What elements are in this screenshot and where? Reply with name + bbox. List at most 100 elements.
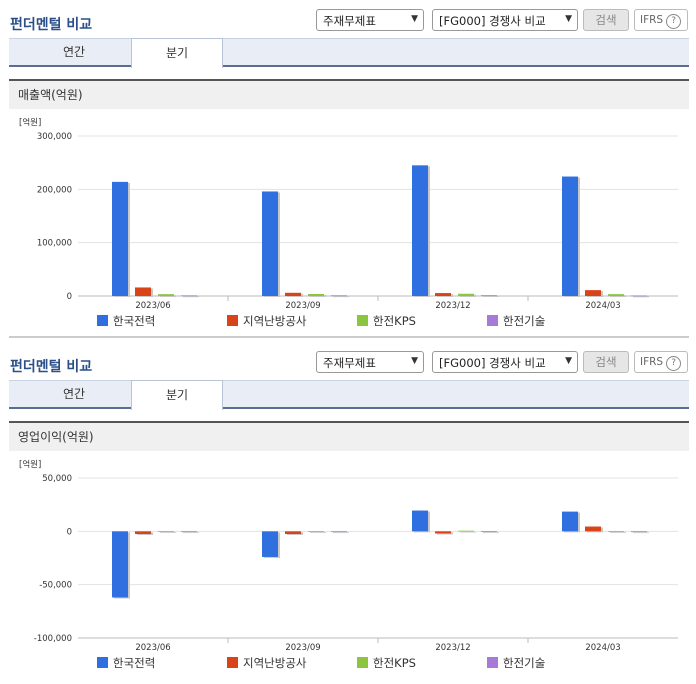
bar[interactable]: [285, 531, 301, 534]
tab-annual[interactable]: 연간: [62, 387, 86, 401]
statement-select-value: 주재무제표: [323, 356, 376, 370]
statement-select[interactable]: 주재무제표 ▼: [316, 9, 424, 31]
bar[interactable]: [631, 295, 647, 297]
tab-quarterly[interactable]: 분기: [131, 38, 223, 68]
legend-swatch: [97, 657, 108, 668]
tab-quarterly[interactable]: 분기: [131, 380, 223, 410]
bar-shadow: [610, 295, 626, 297]
bar[interactable]: [631, 531, 647, 533]
ifrs-button[interactable]: IFRS?: [634, 9, 688, 31]
bar-shadow: [333, 296, 349, 298]
revenue-bar-chart: [억원] 0 100,000 200,000 300,000 2023/06 2023/09…: [19, 117, 678, 311]
bar-shadow: [610, 532, 626, 533]
x-tick-label: 2023/09: [285, 301, 320, 311]
bar-shadow: [460, 531, 476, 533]
legend-item: 한국전력: [97, 313, 155, 329]
bar[interactable]: [112, 531, 128, 598]
bar[interactable]: [608, 294, 624, 296]
bar[interactable]: [308, 531, 324, 532]
x-tick-label: 2023/06: [135, 301, 170, 311]
bar[interactable]: [435, 293, 451, 296]
statement-select-value: 주재무제표: [323, 14, 376, 28]
y-tick-label: 50,000: [42, 474, 72, 484]
y-unit-label: [억원]: [19, 459, 41, 470]
bar[interactable]: [262, 191, 278, 296]
bar[interactable]: [458, 293, 474, 296]
chart-heading: 영업이익(억원): [9, 421, 689, 451]
bar-shadow: [633, 532, 649, 534]
legend-item: 지역난방공사: [227, 313, 306, 329]
compare-select-value: [FG000] 경쟁사 비교: [439, 356, 546, 370]
bar[interactable]: [412, 165, 428, 296]
chevron-down-icon: ▼: [411, 356, 418, 366]
bar-shadow: [183, 296, 199, 298]
x-tick-label: 2023/12: [435, 643, 470, 653]
fundamental-section-operating-income: 펀더멘털 비교 주재무제표 ▼ [FG000] 경쟁사 비교 ▼ 검색 IFRS…: [0, 342, 696, 684]
search-button[interactable]: 검색: [583, 9, 629, 31]
help-icon[interactable]: ?: [666, 14, 682, 29]
legend-label: 한전KPS: [373, 314, 416, 328]
compare-select[interactable]: [FG000] 경쟁사 비교 ▼: [432, 351, 578, 373]
legend-item: 한전기술: [487, 313, 545, 329]
bar-shadow: [183, 532, 199, 534]
bar[interactable]: [481, 531, 497, 533]
bar[interactable]: [562, 176, 578, 296]
legend-item: 한전기술: [487, 655, 545, 671]
help-icon[interactable]: ?: [666, 356, 682, 371]
y-tick-label: -50,000: [39, 581, 72, 591]
legend-label: 한전기술: [503, 314, 546, 328]
bar[interactable]: [285, 292, 301, 296]
tab-annual[interactable]: 연간: [62, 45, 86, 59]
legend-swatch: [487, 657, 498, 668]
legend-label: 한전KPS: [373, 656, 416, 670]
legend-label: 한국전력: [113, 656, 156, 670]
chevron-down-icon: ▼: [411, 14, 418, 24]
compare-select-value: [FG000] 경쟁사 비교: [439, 14, 546, 28]
ifrs-button[interactable]: IFRS?: [634, 351, 688, 373]
compare-select[interactable]: [FG000] 경쟁사 비교 ▼: [432, 9, 578, 31]
chart-heading: 매출액(억원): [9, 79, 689, 109]
statement-select[interactable]: 주재무제표 ▼: [316, 351, 424, 373]
bar[interactable]: [158, 531, 174, 532]
bar[interactable]: [158, 294, 174, 296]
legend-label: 지역난방공사: [243, 656, 307, 670]
period-tabs: 연간 분기: [9, 38, 689, 68]
bar[interactable]: [608, 531, 624, 532]
chart-legend: 한국전력 지역난방공사 한전KPS 한전기술: [97, 313, 657, 329]
y-tick-label: 0: [67, 527, 72, 537]
legend-item: 한전KPS: [357, 655, 416, 671]
x-tick-label: 2024/03: [585, 643, 620, 653]
legend-label: 한전기술: [503, 656, 546, 670]
legend-item: 한국전력: [97, 655, 155, 671]
chevron-down-icon: ▼: [565, 14, 572, 24]
bar[interactable]: [458, 530, 474, 532]
search-button[interactable]: 검색: [583, 351, 629, 373]
y-tick-label: -100,000: [34, 634, 72, 644]
bar[interactable]: [135, 287, 151, 296]
bar[interactable]: [412, 510, 428, 532]
bar[interactable]: [481, 295, 497, 296]
bar[interactable]: [331, 295, 347, 297]
operating-income-bar-chart: [억원] -100,000 -50,000 0 50,000 2023/06 2023/09…: [19, 459, 678, 653]
bar[interactable]: [181, 531, 197, 533]
bar[interactable]: [262, 531, 278, 557]
legend-swatch: [227, 657, 238, 668]
bar[interactable]: [112, 181, 128, 296]
bar-shadow: [483, 532, 499, 534]
bar[interactable]: [135, 531, 151, 534]
section-divider: [9, 336, 689, 338]
legend-label: 지역난방공사: [243, 314, 307, 328]
bar[interactable]: [308, 293, 324, 296]
bar[interactable]: [181, 295, 197, 297]
bar[interactable]: [562, 511, 578, 532]
bar-shadow: [333, 532, 349, 534]
legend-swatch: [487, 315, 498, 326]
bar[interactable]: [585, 526, 601, 532]
bar[interactable]: [435, 531, 451, 534]
y-tick-label: 100,000: [37, 239, 72, 249]
x-tick-label: 2023/06: [135, 643, 170, 653]
legend-swatch: [97, 315, 108, 326]
bar[interactable]: [585, 290, 601, 296]
section-title: 펀더멘털 비교: [10, 17, 93, 33]
bar[interactable]: [331, 531, 347, 533]
